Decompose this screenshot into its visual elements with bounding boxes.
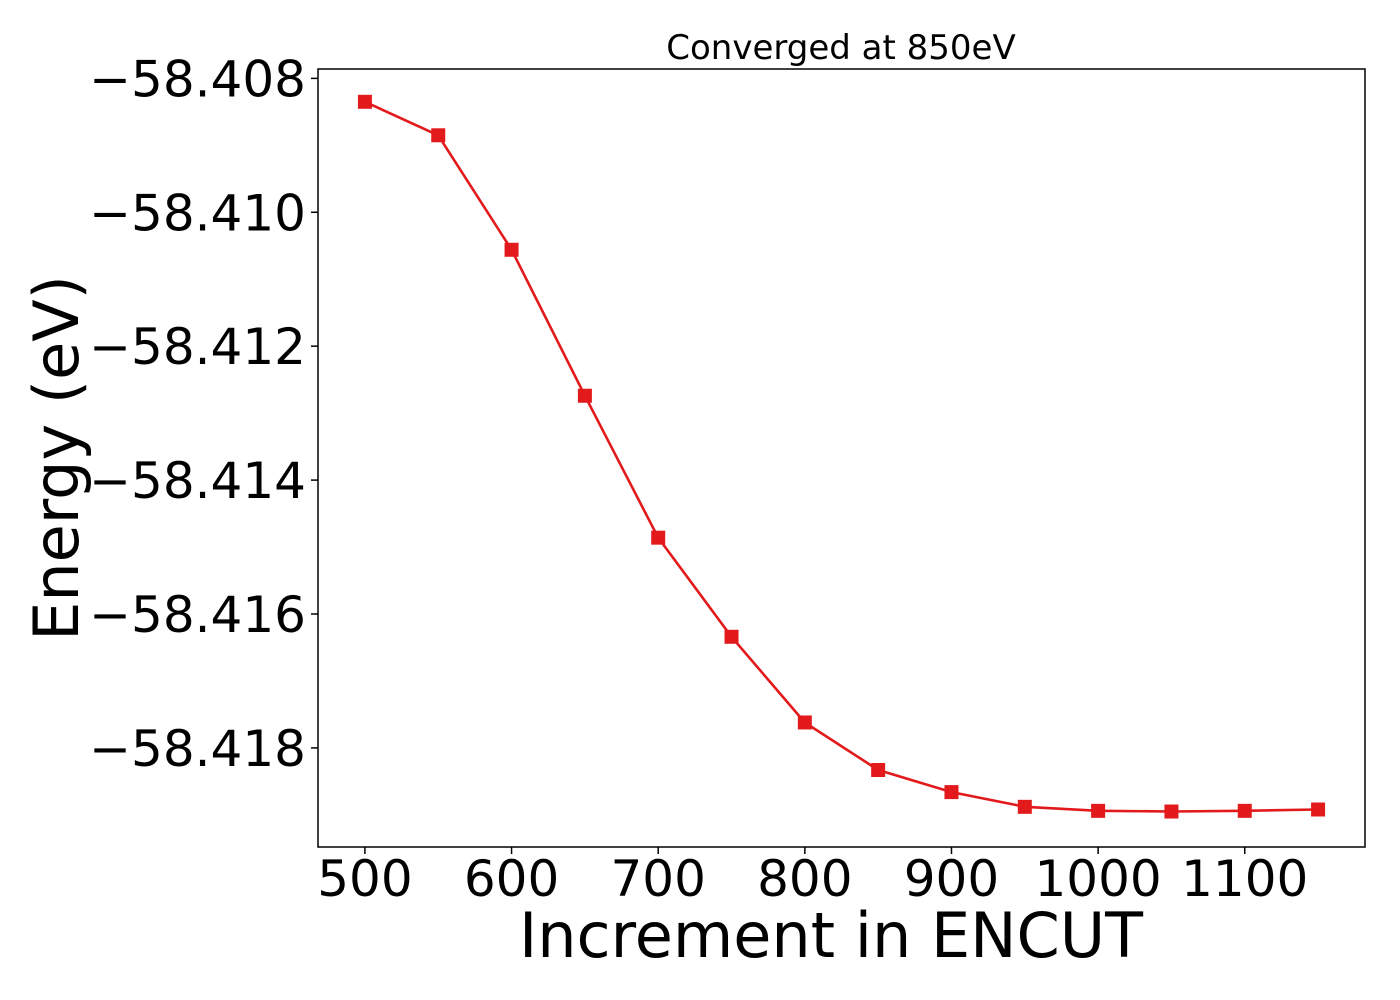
x-axis-ticks: 500 600 700 800 900 1000 1100 — [317, 847, 1308, 908]
y-tick-label: −58.414 — [89, 452, 306, 510]
plot-area — [317, 68, 1366, 848]
data-point-marker — [431, 128, 446, 143]
data-point-marker — [944, 785, 959, 800]
x-tick-label: 900 — [904, 850, 999, 908]
x-tick-label: 1000 — [1034, 850, 1161, 908]
series-layer — [357, 94, 1326, 819]
y-tick-label: −58.412 — [89, 318, 306, 376]
data-point-marker — [577, 388, 592, 403]
y-tick-label: −58.416 — [89, 586, 306, 644]
data-point-marker — [1164, 804, 1179, 819]
x-tick-label: 700 — [610, 850, 705, 908]
data-point-marker — [724, 629, 739, 644]
y-tick-label: −58.410 — [89, 184, 306, 242]
series-line — [364, 100, 1319, 813]
data-point-marker — [1311, 802, 1326, 817]
x-tick-label: 1100 — [1181, 850, 1308, 908]
data-point-marker — [357, 94, 372, 109]
x-axis-label: Increment in ENCUT — [519, 899, 1144, 972]
data-point-marker — [1091, 803, 1106, 818]
x-tick-label: 800 — [757, 850, 852, 908]
y-tick-label: −58.408 — [89, 50, 306, 108]
y-axis-ticks: −58.408 −58.410 −58.412 −58.414 −58.416 −58.4… — [89, 50, 318, 778]
data-point-marker — [871, 763, 886, 778]
data-point-marker — [797, 715, 812, 730]
x-tick-label: 500 — [317, 850, 412, 908]
data-point-marker — [504, 242, 519, 257]
chart-title: Converged at 850eV — [666, 28, 1015, 68]
y-tick-label: −58.418 — [89, 720, 306, 778]
data-point-marker — [651, 530, 666, 545]
data-point-marker — [1237, 803, 1252, 818]
x-tick-label: 600 — [464, 850, 559, 908]
data-point-marker — [1017, 799, 1032, 814]
y-axis-label: Energy (eV) — [20, 275, 93, 641]
